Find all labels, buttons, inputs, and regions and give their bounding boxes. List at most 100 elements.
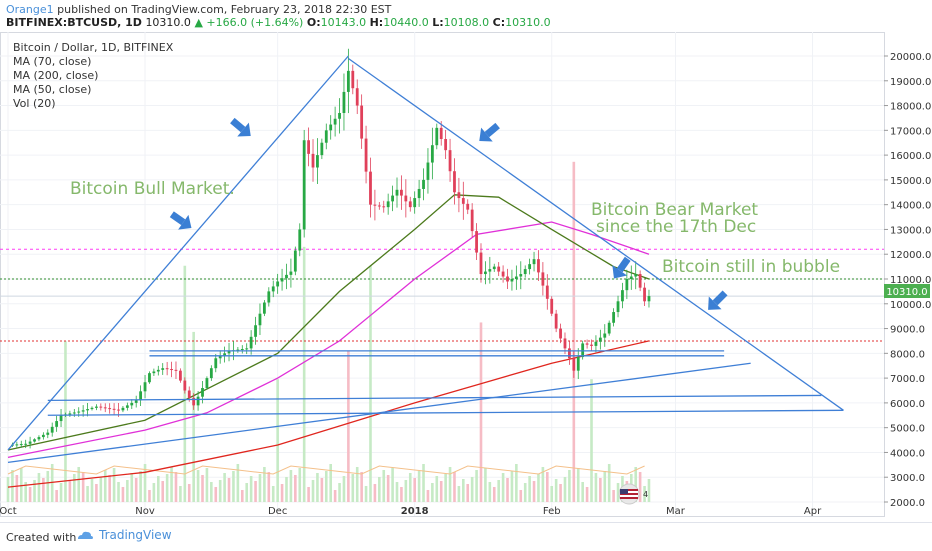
volume-bar (271, 486, 275, 502)
volume-bar (537, 474, 540, 502)
volume-bar (466, 484, 470, 502)
candle-body (634, 274, 638, 277)
x-tick-label: 2018 (401, 506, 429, 517)
volume-bar (568, 470, 571, 502)
trend-line[interactable] (47, 409, 844, 416)
volume-bar (417, 471, 421, 502)
volume-bar (457, 486, 461, 502)
candle-body (156, 369, 160, 372)
volume-bar (294, 475, 297, 502)
volume-bar (263, 467, 266, 502)
candle-body (125, 405, 129, 408)
author-name[interactable]: Orange1 (6, 3, 54, 16)
volume-bars (6, 161, 651, 503)
candle-body (360, 105, 364, 139)
candle-body (457, 192, 461, 199)
tradingview-logo[interactable]: TradingView (76, 528, 172, 542)
bear-market-annotation-line1: Bitcoin Bear Market (591, 200, 758, 220)
candle-body (236, 349, 240, 351)
candle-body (351, 70, 355, 89)
candle-body (413, 198, 417, 208)
volume-bar (86, 486, 89, 502)
volume-bar (444, 474, 447, 502)
candle-body (316, 155, 319, 168)
candle-body (196, 396, 200, 406)
volume-bar (42, 478, 45, 502)
publish-info: Orange1 published on TradingView.com, Fe… (6, 3, 391, 16)
candle-body (223, 353, 227, 356)
candle-body (541, 272, 545, 286)
y-tick-label: 19000.0 (890, 77, 931, 88)
candle-body (643, 287, 646, 302)
candle-body (148, 373, 151, 383)
candle-body (187, 390, 191, 398)
candle-body (245, 348, 249, 350)
y-tick-label: 17000.0 (890, 126, 931, 137)
ma200-line (7, 340, 650, 488)
candle-body (391, 195, 394, 202)
candle-body (19, 444, 23, 446)
volume-bar (581, 482, 584, 502)
candle-body (267, 291, 271, 303)
price-chart[interactable]: 20000.0 19000.0 18000.0 17000.0 16000.0 15000… (0, 32, 932, 520)
volume-bar (68, 481, 72, 502)
volume-bar (254, 481, 257, 502)
created-with-label: Created with (6, 531, 77, 544)
volume-bar (576, 468, 580, 502)
candle-body (461, 198, 465, 204)
candle-body (537, 259, 540, 273)
candle-body (179, 370, 182, 381)
trend-line[interactable] (7, 55, 349, 451)
candle-body (550, 298, 554, 314)
candle-body (488, 269, 492, 272)
volume-bar (316, 473, 319, 502)
candle-body (81, 410, 85, 412)
candle-body (192, 397, 196, 406)
volume-bar (408, 473, 412, 502)
volume-bar (302, 246, 306, 502)
candle-body (430, 145, 434, 163)
candle-body (72, 412, 76, 414)
volume-bar (223, 473, 226, 502)
volume-bar (307, 487, 310, 502)
candle-body (382, 206, 386, 208)
volume-bar (607, 464, 611, 502)
volume-bar (210, 482, 213, 502)
high-label: H: (369, 16, 384, 29)
volume-bar (320, 478, 324, 502)
candle-body (576, 357, 580, 371)
volume-bar (73, 474, 76, 502)
candle-body (492, 266, 496, 270)
legend: Bitcoin / Dollar, 1D, BITFINEX MA (70, c… (13, 41, 174, 110)
candle-body (46, 432, 50, 435)
volume-bar (492, 487, 496, 502)
volume-bar (355, 467, 359, 502)
volume-bar (501, 473, 505, 502)
candle-body (174, 369, 178, 371)
candle-body (607, 322, 611, 334)
chart-area[interactable]: 20000.0 19000.0 18000.0 17000.0 16000.0 15000… (0, 32, 932, 520)
volume-bar (634, 467, 638, 502)
y-tick-label: 16000.0 (890, 151, 931, 162)
candle-body (117, 409, 120, 411)
ma50-line (7, 194, 650, 451)
trend-line[interactable] (348, 57, 844, 411)
volume-bar (236, 464, 240, 502)
arrow-head (708, 296, 722, 310)
candle-body (342, 91, 346, 113)
volume-bar (550, 486, 554, 502)
volume-bar (616, 483, 620, 502)
volume-bar (435, 476, 439, 502)
candle-body (417, 188, 421, 199)
trend-line[interactable] (47, 394, 822, 402)
volume-bar (15, 475, 19, 502)
arrow-head (178, 214, 192, 230)
volume-bar (364, 486, 368, 502)
volume-bar (81, 472, 85, 502)
trend-lines[interactable] (7, 55, 844, 463)
arrow-head (479, 127, 493, 142)
y-tick-label: 15000.0 (890, 176, 931, 187)
candle-body (99, 406, 103, 408)
candle-body (470, 209, 474, 232)
volume-bar (232, 471, 235, 502)
